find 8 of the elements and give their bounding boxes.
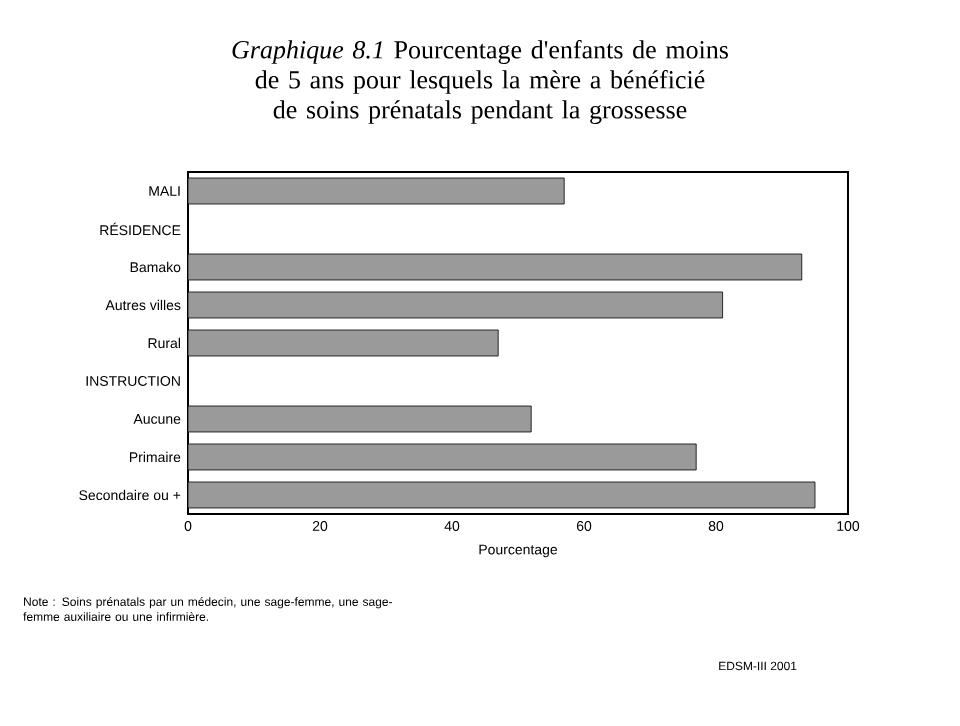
bar bbox=[188, 329, 499, 357]
chart-title: Graphique 8.1 Pourcentage d'enfants de moins de 5 ans pour lesquels la mère a bénéficié de soins prénatals pendant la grossesse bbox=[232, 40, 728, 124]
bar bbox=[188, 443, 697, 471]
bar bbox=[188, 177, 565, 205]
bar bbox=[188, 405, 532, 433]
bar bbox=[188, 481, 816, 509]
bar bbox=[188, 291, 723, 319]
bar bbox=[188, 253, 803, 281]
